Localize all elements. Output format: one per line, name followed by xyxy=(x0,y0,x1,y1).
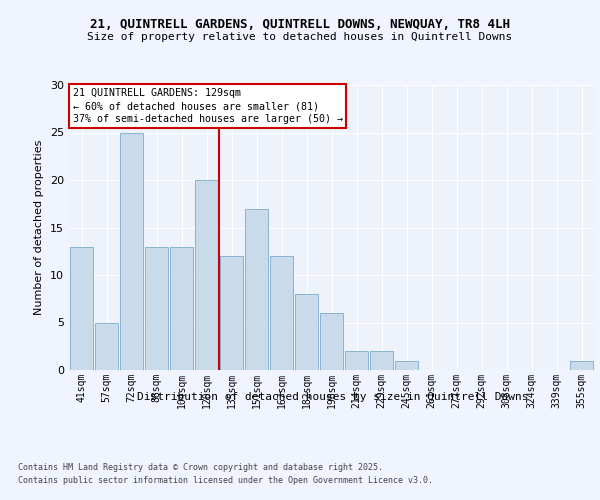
Bar xyxy=(269,256,293,370)
Y-axis label: Number of detached properties: Number of detached properties xyxy=(34,140,44,315)
Bar xyxy=(569,360,593,370)
Bar xyxy=(220,256,244,370)
Bar xyxy=(295,294,319,370)
Bar xyxy=(370,351,394,370)
Text: Size of property relative to detached houses in Quintrell Downs: Size of property relative to detached ho… xyxy=(88,32,512,42)
Bar xyxy=(119,132,143,370)
Bar xyxy=(95,322,118,370)
Bar xyxy=(70,246,94,370)
Bar xyxy=(395,360,418,370)
Bar xyxy=(170,246,193,370)
Text: Contains public sector information licensed under the Open Government Licence v3: Contains public sector information licen… xyxy=(18,476,433,485)
Bar xyxy=(344,351,368,370)
Text: Distribution of detached houses by size in Quintrell Downs: Distribution of detached houses by size … xyxy=(137,392,529,402)
Bar xyxy=(145,246,169,370)
Bar xyxy=(320,313,343,370)
Text: 21 QUINTRELL GARDENS: 129sqm
← 60% of detached houses are smaller (81)
37% of se: 21 QUINTRELL GARDENS: 129sqm ← 60% of de… xyxy=(73,88,343,124)
Bar xyxy=(194,180,218,370)
Text: Contains HM Land Registry data © Crown copyright and database right 2025.: Contains HM Land Registry data © Crown c… xyxy=(18,462,383,471)
Text: 21, QUINTRELL GARDENS, QUINTRELL DOWNS, NEWQUAY, TR8 4LH: 21, QUINTRELL GARDENS, QUINTRELL DOWNS, … xyxy=(90,18,510,30)
Bar xyxy=(245,208,268,370)
